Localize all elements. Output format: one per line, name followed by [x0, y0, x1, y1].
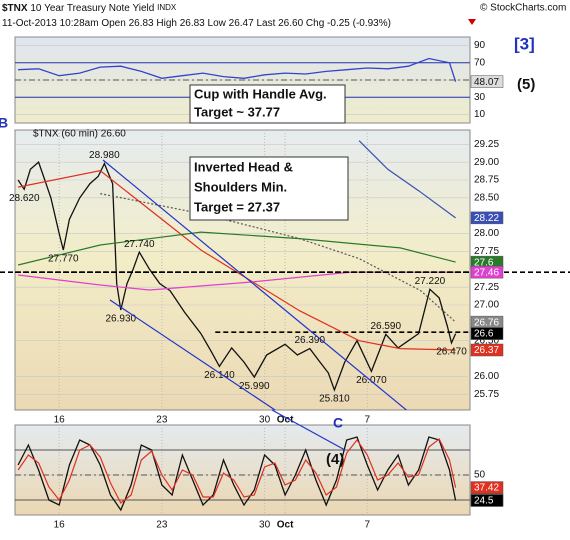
quote-line: 11-Oct-2013 10:28am Open 26.83 High 26.8…	[2, 18, 391, 29]
annotation-box	[189, 156, 349, 221]
quote: Open 26.83 High 26.83 Low 26.47 Last 26.…	[101, 18, 391, 29]
value-flag	[470, 265, 504, 279]
trend-line	[271, 409, 346, 451]
value-flag	[470, 327, 504, 340]
x-tick-label: 23	[156, 415, 168, 426]
value-flag-label: 37.42	[474, 483, 499, 494]
value-flag	[470, 211, 504, 225]
wave-label: B	[0, 115, 8, 131]
data-label: 27.220	[415, 276, 446, 287]
y-tick-label: 29.00	[474, 157, 499, 168]
date: 11-Oct-2013 10:28am	[2, 18, 99, 29]
y-tick-label: 70	[474, 57, 486, 68]
value-flag-label: 28.22	[474, 213, 499, 224]
series-line	[17, 170, 456, 351]
value-flag	[470, 343, 504, 357]
symbol: $TNX	[2, 3, 28, 14]
value-flag	[470, 494, 504, 507]
data-label: 27.740	[124, 239, 155, 250]
x-tick-label: 16	[54, 415, 66, 426]
data-label: 26.470	[436, 346, 467, 357]
data-label: 27.770	[48, 254, 79, 265]
y-tick-label: 50	[474, 470, 486, 481]
y-tick-label: 26.50	[474, 335, 499, 346]
x-tick-label: 16	[54, 520, 66, 531]
data-label: 25.990	[239, 381, 270, 392]
x-tick-label: 7	[365, 520, 371, 531]
y-tick-label: 27.25	[474, 282, 499, 293]
x-tick-label: 7	[365, 415, 371, 426]
x-tick-label: 23	[156, 520, 168, 531]
value-flag	[470, 481, 504, 494]
series-line	[17, 231, 456, 266]
trend-lines	[102, 159, 408, 410]
annotation: Cup with Handle Avg.	[194, 86, 327, 101]
series-line	[358, 140, 456, 219]
data-label: 26.390	[294, 335, 325, 346]
trend-line	[102, 159, 408, 410]
wave-label: (4)	[326, 451, 344, 468]
x-tick-label: 30	[259, 415, 271, 426]
data-label: 25.810	[319, 394, 350, 405]
data-label: 28.620	[9, 193, 40, 204]
plot-layer: 10 30 50 70 90 48.07 29.25 29.00 28.75 28.50 28.00…	[0, 40, 570, 531]
y-tick-label: 90	[474, 40, 486, 51]
series-line	[17, 436, 457, 512]
wave-label: [3]	[514, 34, 535, 53]
x-tick-label: Oct	[277, 520, 294, 531]
wave-label: C	[333, 415, 343, 431]
trend-line	[109, 299, 277, 410]
y-tick-label: 30	[474, 92, 486, 103]
data-label: 28.980	[89, 150, 120, 161]
series-line	[18, 57, 457, 82]
value-flag-label: 27.6	[474, 257, 494, 268]
exchange: INDX	[157, 3, 177, 12]
plot-area	[15, 425, 470, 515]
data-label: 26.930	[105, 314, 136, 325]
down-arrow	[468, 19, 476, 25]
plot-area	[15, 45, 470, 115]
legend-entry: $TNX (60 min) 26.60	[33, 129, 126, 140]
annotation: Target ~ 37.77	[194, 104, 280, 119]
data-label: 26.590	[370, 321, 401, 332]
annotation: Shoulders Min.	[194, 179, 287, 194]
header-line: $TNX 10 Year Treasury Note Yield INDX	[2, 3, 177, 14]
y-tick-label: 10	[474, 109, 486, 120]
y-tick-label: 28.50	[474, 192, 499, 203]
series-line	[17, 160, 457, 392]
value-flag-label: 26.37	[474, 345, 499, 356]
series-line	[17, 438, 457, 504]
name: 10 Year Treasury Note Yield	[30, 3, 154, 14]
x-tick-label: 30	[259, 520, 271, 531]
value-flag-label: 48.07	[474, 77, 499, 88]
value-flag-label: 24.5	[474, 496, 494, 507]
watermark: © StockCharts.com	[480, 3, 566, 14]
annotation-box	[189, 84, 346, 124]
annotation: Inverted Head &	[194, 159, 293, 174]
wave-label: (5)	[517, 76, 535, 93]
y-tick-label: 25.75	[474, 389, 499, 400]
value-flag-label: 27.46	[474, 267, 499, 278]
value-flag-label: 26.6	[474, 329, 494, 340]
value-flag-label: 26.76	[474, 317, 499, 328]
y-tick-label: 28.75	[474, 175, 499, 186]
y-tick-label: 27.75	[474, 246, 499, 257]
y-tick-label: 27.00	[474, 300, 499, 311]
y-tick-label: 28.00	[474, 228, 499, 239]
y-tick-label: 26.00	[474, 371, 499, 382]
annotation: Target = 27.37	[194, 199, 280, 214]
series-line	[100, 193, 457, 323]
value-flag	[470, 75, 504, 88]
data-label: 26.140	[204, 370, 235, 381]
data-label: 26.070	[356, 375, 387, 386]
x-tick-label: Oct	[277, 415, 294, 426]
y-tick-label: 29.25	[474, 139, 499, 150]
